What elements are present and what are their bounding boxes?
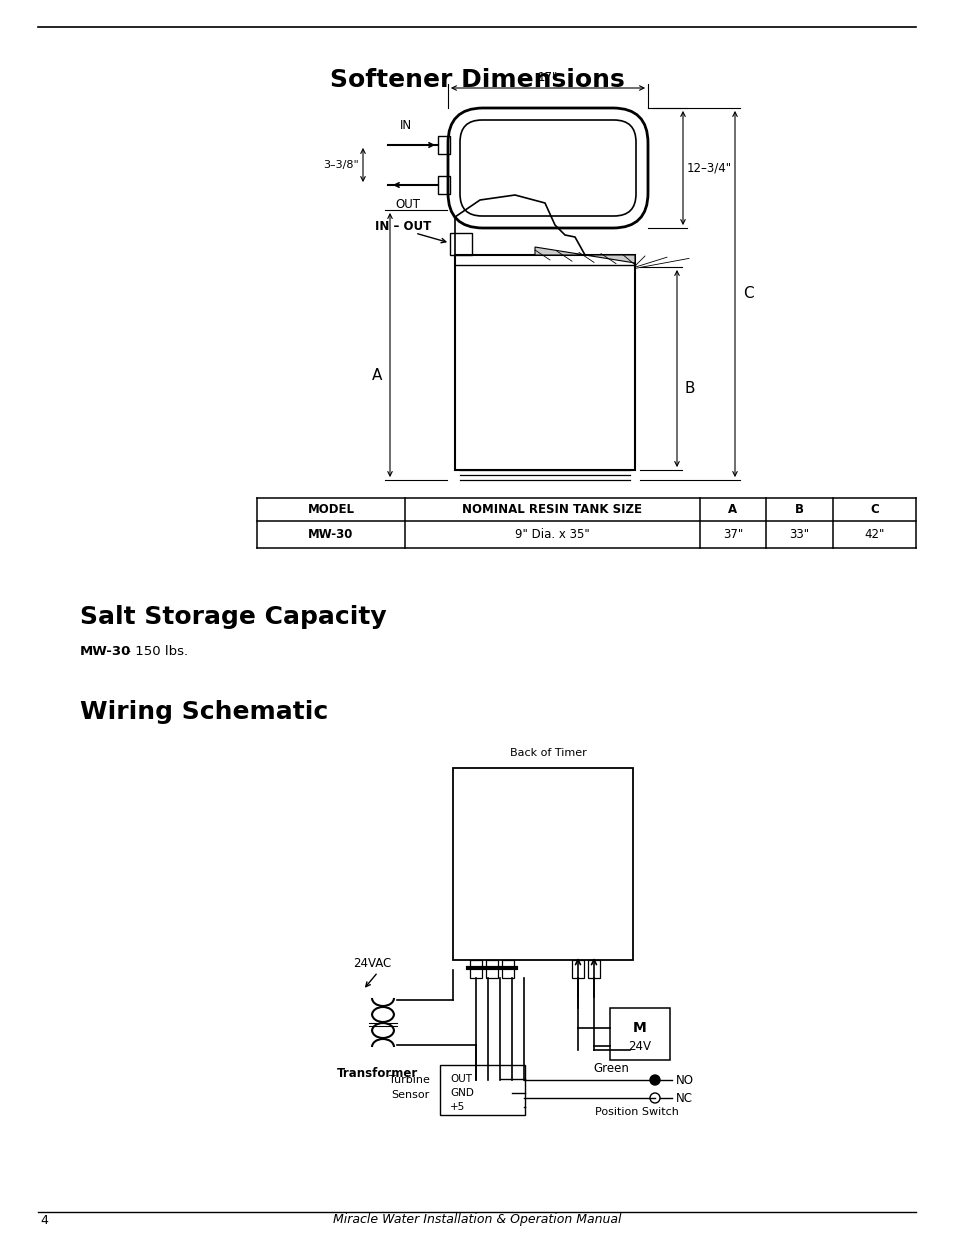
Text: A: A [728, 503, 737, 516]
Text: 17": 17" [537, 70, 558, 84]
Bar [572, 960, 583, 978]
Text: Miracle Water Installation & Operation Manual: Miracle Water Installation & Operation M… [333, 1214, 620, 1226]
Bar [439, 1065, 524, 1115]
Text: 37": 37" [722, 529, 742, 541]
Text: MW-30: MW-30 [308, 529, 354, 541]
Text: MW-30: MW-30 [80, 645, 132, 658]
Bar [437, 177, 450, 194]
Text: 42": 42" [863, 529, 883, 541]
Text: GND: GND [450, 1088, 474, 1098]
Text: C: C [742, 287, 753, 301]
Text: OUT: OUT [450, 1074, 472, 1084]
Text: Wiring Schematic: Wiring Schematic [80, 700, 328, 724]
Text: NC: NC [676, 1092, 692, 1104]
Text: +5: +5 [450, 1102, 465, 1112]
Text: 12–3/4": 12–3/4" [686, 162, 731, 174]
Text: C: C [869, 503, 878, 516]
Text: OUT: OUT [395, 198, 420, 211]
Text: Green: Green [593, 1062, 628, 1074]
Polygon shape [535, 247, 635, 263]
Text: Turbine: Turbine [389, 1074, 430, 1086]
Bar [470, 960, 481, 978]
Bar [455, 254, 635, 471]
Bar [450, 233, 472, 254]
Bar [587, 960, 599, 978]
Circle shape [649, 1074, 659, 1086]
Text: 33": 33" [789, 529, 809, 541]
Text: Transformer: Transformer [337, 1067, 418, 1079]
Text: IN: IN [399, 119, 412, 132]
Text: B: B [794, 503, 803, 516]
Text: 24VAC: 24VAC [353, 957, 391, 969]
Text: 4: 4 [40, 1214, 48, 1226]
Text: Position Switch: Position Switch [595, 1107, 679, 1116]
Text: Sensor: Sensor [392, 1091, 430, 1100]
Text: IN – OUT: IN – OUT [375, 221, 431, 233]
Bar [437, 136, 450, 154]
Text: Back of Timer: Back of Timer [509, 748, 586, 758]
Text: B: B [684, 382, 695, 396]
Text: 24V: 24V [628, 1040, 651, 1052]
Text: - 150 lbs.: - 150 lbs. [122, 645, 188, 658]
Text: NOMINAL RESIN TANK SIZE: NOMINAL RESIN TANK SIZE [462, 503, 641, 516]
Bar [609, 1008, 669, 1060]
Text: 3–3/8": 3–3/8" [323, 161, 358, 170]
Text: M: M [633, 1021, 646, 1035]
Text: 9" Dia. x 35": 9" Dia. x 35" [515, 529, 589, 541]
Text: A: A [372, 368, 381, 383]
Text: MODEL: MODEL [307, 503, 355, 516]
Bar [453, 768, 633, 960]
Bar [501, 960, 514, 978]
Bar [485, 960, 497, 978]
Text: Salt Storage Capacity: Salt Storage Capacity [80, 605, 386, 629]
Text: Softener Dimensions: Softener Dimensions [330, 68, 623, 91]
Text: NO: NO [676, 1073, 693, 1087]
